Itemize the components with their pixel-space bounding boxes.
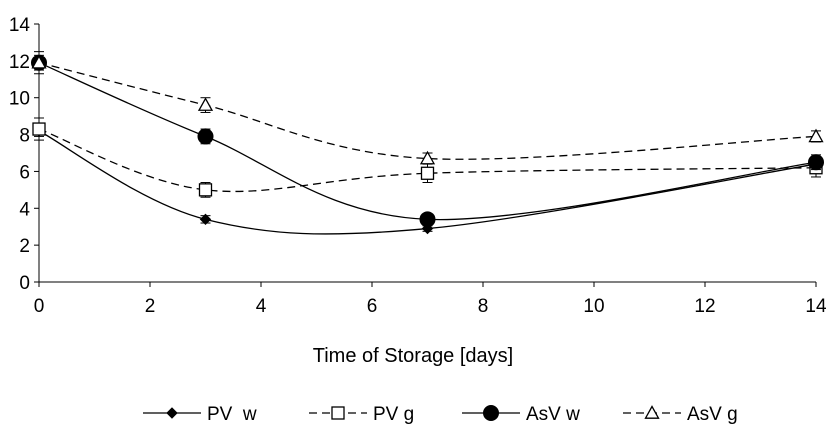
series-4 [31, 51, 824, 165]
y-tick-label: 0 [19, 273, 30, 294]
y-tick-label: 8 [19, 126, 30, 147]
x-tick-label: 10 [583, 296, 604, 317]
legend-item: AsV g [623, 404, 738, 425]
y-tick-label: 6 [19, 162, 30, 183]
series-layer [31, 51, 824, 235]
series-line [38, 128, 817, 193]
x-tick-label: 4 [256, 296, 267, 317]
x-tick-label: 0 [34, 296, 45, 317]
series-line [38, 130, 817, 235]
legend-item: AsV w [462, 404, 580, 425]
series-line [38, 62, 817, 160]
x-axis-label: Time of Storage [days] [313, 345, 513, 367]
data-point [420, 166, 435, 180]
series-3 [31, 54, 824, 228]
x-tick-label: 2 [145, 296, 156, 317]
y-tick-label: 2 [19, 236, 30, 257]
data-point [808, 128, 824, 143]
legend-label: AsV w [526, 404, 580, 425]
x-tick-label: 6 [367, 296, 378, 317]
legend-marker [483, 405, 499, 421]
data-point [197, 128, 214, 145]
legend-marker [331, 406, 345, 420]
y-tick-label: 4 [19, 199, 30, 220]
data-point [198, 183, 213, 197]
y-tick-label: 12 [9, 52, 30, 73]
data-point [32, 122, 46, 136]
legend-label: AsV g [687, 404, 738, 425]
series-line [38, 62, 817, 221]
y-axis-ticks: 0 2 4 6 8 10 12 14 [9, 15, 39, 294]
legend-item: PV w [143, 404, 257, 425]
legend-item: PV g [309, 404, 414, 425]
data-point [419, 211, 436, 228]
legend-marker [644, 405, 660, 419]
data-point [197, 97, 214, 111]
data-point [199, 213, 212, 226]
legend-label: PV g [373, 404, 414, 425]
legend-marker [166, 407, 178, 419]
y-tick-label: 10 [9, 89, 30, 110]
x-axis-ticks: 0 2 4 6 8 10 12 14 [34, 282, 827, 317]
x-tick-label: 12 [694, 296, 715, 317]
x-tick-label: 8 [478, 296, 489, 317]
x-tick-label: 14 [805, 296, 827, 317]
data-point [808, 154, 824, 171]
data-point [419, 150, 436, 165]
plot-area: 0 2 4 6 8 10 12 14 0 2 4 6 8 10 12 14 [9, 15, 827, 317]
data-point [31, 54, 47, 69]
y-tick-label: 14 [9, 15, 31, 36]
legend-label: PV w [207, 404, 257, 425]
legend: PV w PV g AsV w AsV g [143, 404, 738, 425]
